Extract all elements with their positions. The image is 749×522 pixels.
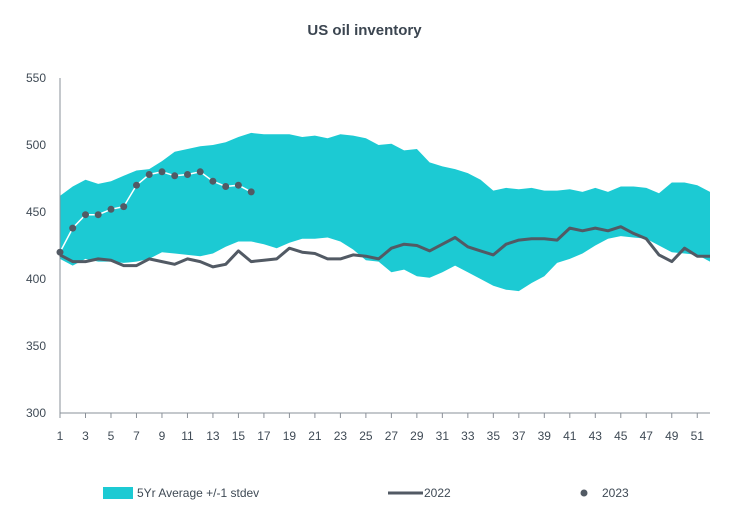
chart-title: US oil inventory (307, 22, 422, 39)
x-tick-label: 35 (487, 429, 501, 443)
x-tick-label: 33 (461, 429, 475, 443)
x-tick-label: 31 (436, 429, 450, 443)
series-2023-point (196, 168, 204, 176)
x-tick-label: 51 (691, 429, 705, 443)
stdev-band (60, 132, 710, 292)
x-tick-label: 47 (640, 429, 654, 443)
x-tick-label: 45 (614, 429, 628, 443)
series-2023-point (120, 203, 128, 211)
series-layer (56, 168, 710, 269)
series-2023-point (69, 224, 77, 232)
x-tick-label: 41 (563, 429, 577, 443)
series-2023-point (56, 248, 64, 256)
x-tick-label: 13 (206, 429, 220, 443)
x-tick-label: 9 (159, 429, 166, 443)
x-tick-label: 27 (385, 429, 399, 443)
series-2023-point (171, 172, 179, 180)
legend-label-band: 5Yr Average +/-1 stdev (137, 486, 259, 500)
x-tick-label: 3 (82, 429, 89, 443)
band-layer (60, 132, 710, 292)
series-2022-line (59, 225, 710, 269)
x-tick-label: 43 (589, 429, 603, 443)
series-2023-point (133, 181, 140, 189)
y-tick-label: 550 (26, 71, 46, 85)
x-tick-label: 7 (133, 429, 140, 443)
series-2023-point (209, 177, 217, 185)
x-tick-label: 11 (181, 429, 194, 443)
y-tick-label: 500 (26, 138, 46, 152)
series-2023-point (184, 171, 191, 178)
x-tick-label: 39 (538, 429, 552, 443)
legend-band-swatch (103, 487, 133, 499)
x-tick-label: 23 (334, 429, 348, 443)
series-2023-point (94, 211, 102, 219)
x-tick-label: 17 (257, 429, 271, 443)
y-tick-label: 350 (26, 339, 46, 353)
x-tick-label: 29 (410, 429, 424, 443)
x-tick-label: 37 (512, 429, 526, 443)
x-tick-label: 21 (308, 429, 322, 443)
y-tick-label: 400 (26, 272, 46, 286)
series-2023-point (145, 171, 153, 178)
series-2023-point (222, 183, 230, 190)
series-2023-point (234, 181, 242, 189)
series-2023-connector (59, 170, 252, 253)
series-2023-point (158, 168, 166, 176)
series-2023-point (107, 205, 115, 213)
x-tick-label: 25 (359, 429, 373, 443)
x-tick-label: 49 (665, 429, 679, 443)
x-tick-label: 19 (283, 429, 297, 443)
legend-label-2023: 2023 (602, 486, 629, 500)
series-2023-point (247, 188, 255, 196)
legend: 5Yr Average +/-1 stdev 2022 2023 (103, 486, 629, 500)
y-tick-label: 300 (26, 406, 46, 420)
x-tick-label: 1 (57, 429, 64, 443)
x-tick-label: 15 (232, 429, 246, 443)
series-2023-point (82, 211, 89, 219)
legend-label-2022: 2022 (424, 486, 451, 500)
x-tick-label: 5 (108, 429, 115, 443)
legend-2023-swatch (580, 489, 588, 497)
y-tick-label: 450 (26, 205, 46, 219)
